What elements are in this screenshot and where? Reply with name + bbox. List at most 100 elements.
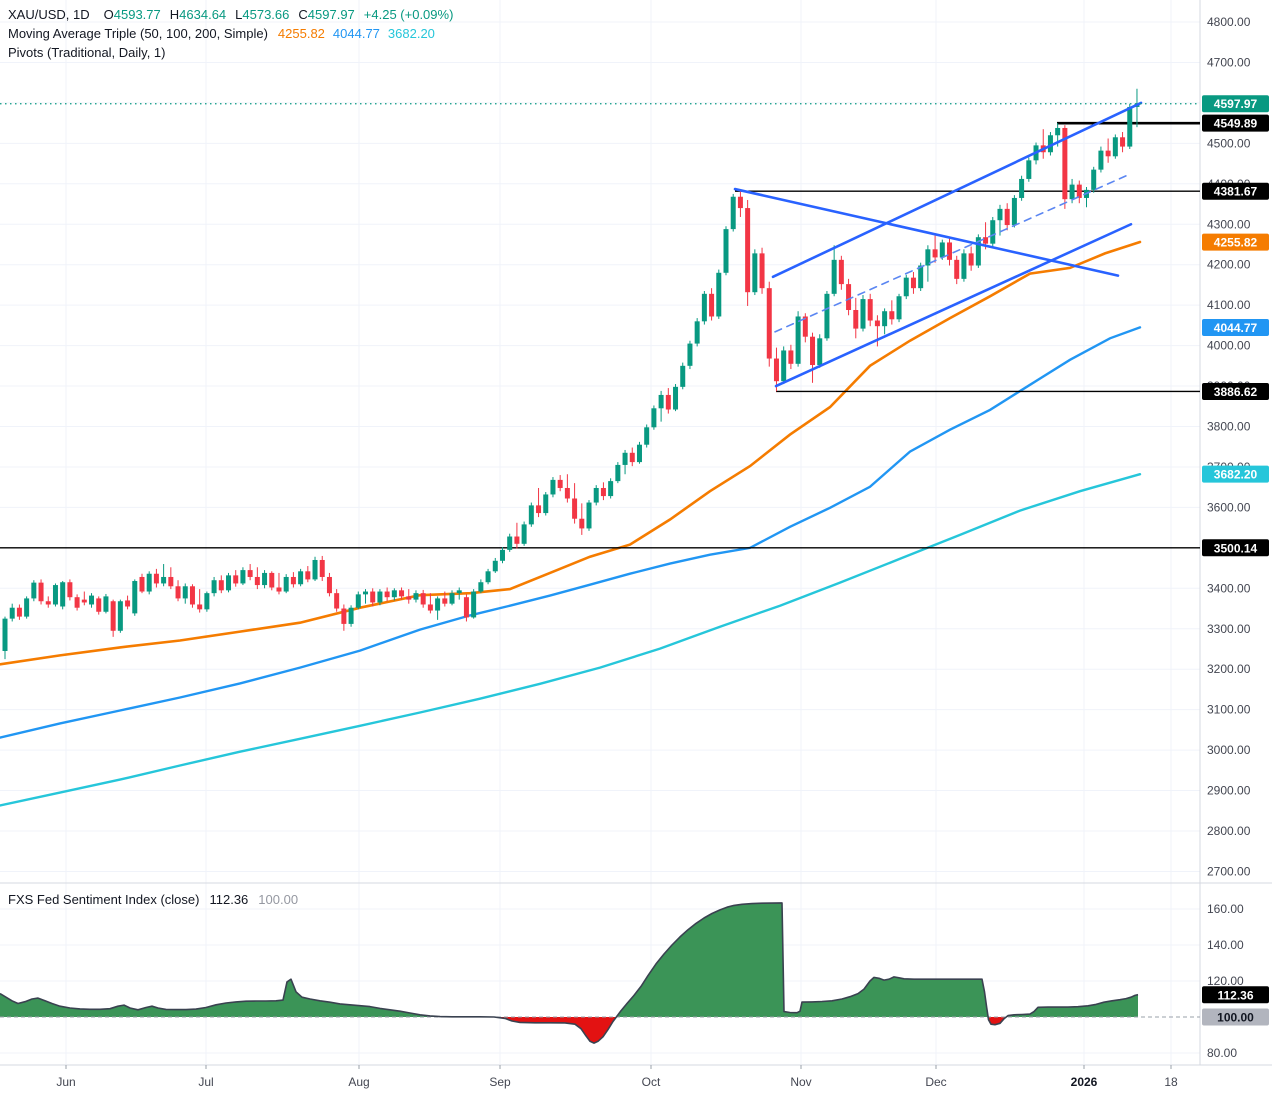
candle-body <box>622 452 628 465</box>
candle-body <box>853 310 859 329</box>
candle-body <box>615 464 621 482</box>
sentiment-value-badge: 112.36 <box>1202 986 1269 1004</box>
badge-bg <box>1202 114 1269 132</box>
candle-body <box>781 350 787 382</box>
level-badge: 3500.14 <box>1202 539 1269 557</box>
candle-body <box>896 296 902 320</box>
candle-body <box>2 618 8 651</box>
trendline-channel-median <box>774 173 1131 333</box>
time-tick-label: Dec <box>925 1075 946 1089</box>
time-tick-label: Oct <box>642 1075 661 1089</box>
badge-bg <box>1202 986 1269 1004</box>
candle-body <box>24 598 30 617</box>
candle-body <box>997 208 1003 221</box>
candle-body <box>572 498 578 519</box>
axis-tick-label: 4100.00 <box>1207 298 1251 312</box>
candle-body <box>730 196 736 230</box>
candle-body <box>298 571 304 585</box>
candle-body <box>766 288 772 359</box>
candle-body <box>910 277 916 289</box>
ohlc-high: H4634.64 <box>169 7 227 22</box>
badge-text: 4381.67 <box>1214 185 1258 199</box>
candle-body <box>31 582 37 599</box>
candle-body <box>860 299 866 329</box>
candle-body <box>550 479 556 495</box>
candle-body <box>334 593 340 609</box>
sentiment-baseline-badge: 100.00 <box>1202 1008 1269 1026</box>
time-tick-label: Sep <box>489 1075 511 1089</box>
level-badge: 3886.62 <box>1202 382 1269 400</box>
candle-body <box>932 249 938 258</box>
axis-tick-label: 3000.00 <box>1207 743 1251 757</box>
candle-body <box>67 582 73 598</box>
candle-body <box>161 576 167 584</box>
candle-body <box>471 591 477 618</box>
time-tick-label: 2026 <box>1071 1075 1098 1089</box>
axis-tick-label: 160.00 <box>1207 902 1244 916</box>
axis-tick-label: 2800.00 <box>1207 824 1251 838</box>
candle-body <box>290 576 296 585</box>
candle-body <box>824 293 830 339</box>
candle-body <box>925 249 931 266</box>
candle-body <box>586 502 592 529</box>
ma50-value: 4255.82 <box>277 26 325 41</box>
current-price-badge: 4597.97 <box>1202 95 1269 113</box>
candle-body <box>355 594 361 608</box>
candle-body <box>673 386 679 410</box>
candle-body <box>651 408 657 428</box>
legend-sentiment: FXS Fed Sentiment Index (close) 112.36 100… <box>8 890 298 909</box>
candle-body <box>499 549 505 561</box>
time-tick-label: Nov <box>790 1075 811 1089</box>
candle-body <box>175 586 181 599</box>
candle-body <box>636 444 642 463</box>
axis-tick-label: 80.00 <box>1207 1046 1237 1060</box>
axis-tick-label: 2900.00 <box>1207 784 1251 798</box>
sentiment-outline <box>0 902 1139 1044</box>
ohlc-close: C4597.97 <box>298 7 355 22</box>
axis-tick-label: 4000.00 <box>1207 339 1251 353</box>
candle-body <box>146 573 152 592</box>
candle-body <box>89 595 95 605</box>
candle-body <box>788 350 794 364</box>
pivots-indicator-title[interactable]: Pivots (Traditional, Daily, 1) <box>8 45 166 60</box>
candle-body <box>889 311 895 320</box>
trendline-channel-top <box>771 101 1143 279</box>
time-axis[interactable]: Jun Jul Aug Sep Oct Nov Dec 2026 18 <box>56 1065 1178 1089</box>
axis-tick-label: 4700.00 <box>1207 55 1251 69</box>
ma-indicator-title[interactable]: Moving Average Triple (50, 100, 200, Sim… <box>8 26 268 41</box>
candle-body <box>579 518 585 529</box>
axis-tick-label: 3300.00 <box>1207 622 1251 636</box>
candle-body <box>514 536 520 544</box>
candle-body <box>1076 184 1082 198</box>
axis-tick-label: 3800.00 <box>1207 420 1251 434</box>
candle-body <box>370 591 376 603</box>
candle-body <box>305 571 311 580</box>
candle-body <box>831 259 837 294</box>
candle-body <box>406 596 412 600</box>
candle-body <box>1055 127 1061 136</box>
candle-body <box>968 253 974 266</box>
price-axis[interactable]: 2700.00 2800.00 2900.00 3000.00 3100.00 3200.… <box>1202 15 1269 1060</box>
badge-bg <box>1202 1008 1269 1026</box>
symbol-title[interactable]: XAU/USD, 1D <box>8 7 90 22</box>
candle-body <box>485 571 491 583</box>
time-tick-label: 18 <box>1164 1075 1178 1089</box>
sentiment-indicator-title[interactable]: FXS Fed Sentiment Index (close) <box>8 892 200 907</box>
badge-bg <box>1202 318 1269 336</box>
candle-body <box>204 593 210 610</box>
badge-bg <box>1202 539 1269 557</box>
axis-tick-label: 3600.00 <box>1207 500 1251 514</box>
badge-text: 3886.62 <box>1214 385 1258 399</box>
legend-ma-row: Moving Average Triple (50, 100, 200, Sim… <box>8 24 453 43</box>
candle-body <box>954 259 960 279</box>
candle-body <box>737 196 743 209</box>
candle-body <box>687 343 693 366</box>
candle-body <box>427 604 433 611</box>
candle-body <box>644 427 650 445</box>
candle-body <box>507 536 513 550</box>
candle-body <box>45 601 51 605</box>
badge-bg <box>1202 382 1269 400</box>
candle-body <box>96 598 102 612</box>
candle-body <box>817 338 823 366</box>
